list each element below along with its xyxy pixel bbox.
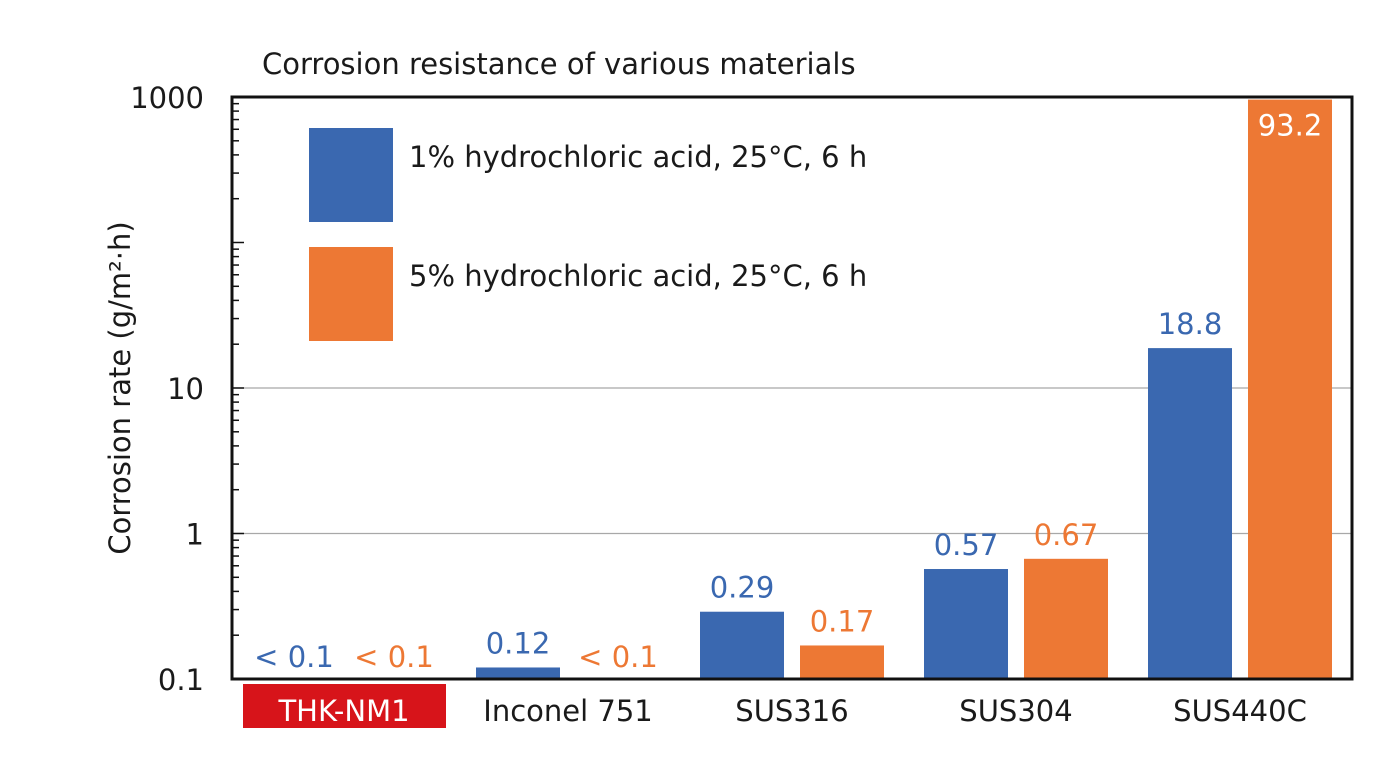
x-axis-tick-labels: THK-NM1 Inconel 751 SUS316 SUS304 SUS440C bbox=[277, 694, 1306, 728]
plot-frame bbox=[230, 95, 1354, 681]
thk-nm1-highlight-badge bbox=[243, 684, 446, 728]
bar-value-label: 0.57 bbox=[934, 528, 999, 562]
y-axis-label: Corrosion rate (g/m²·h) bbox=[103, 221, 137, 554]
legend-label: 5% hydrochloric acid, 25°C, 6 h bbox=[409, 259, 867, 293]
legend-swatch bbox=[309, 128, 393, 222]
bar bbox=[476, 667, 560, 679]
bar-value-label: < 0.1 bbox=[578, 640, 658, 674]
legend-label: 1% hydrochloric acid, 25°C, 6 h bbox=[409, 140, 867, 174]
bar-value-label: < 0.1 bbox=[354, 640, 434, 674]
x-tick-label: Inconel 751 bbox=[483, 694, 652, 728]
y-tick-label: 1 bbox=[186, 518, 204, 552]
y-axis-ticks bbox=[232, 96, 244, 680]
bar-value-label: 0.17 bbox=[810, 604, 875, 638]
y-tick-label: 0.1 bbox=[158, 663, 204, 697]
y-tick-label: 10 bbox=[167, 372, 204, 406]
bar-value-label: 0.29 bbox=[710, 571, 775, 605]
legend: 1% hydrochloric acid, 25°C, 6 h 5% hydroc… bbox=[309, 128, 867, 341]
bar bbox=[924, 569, 1008, 679]
bar bbox=[800, 645, 884, 679]
x-tick-label: THK-NM1 bbox=[277, 694, 409, 728]
y-axis-tick-labels: 1000 10 1 0.1 bbox=[130, 81, 204, 697]
bar bbox=[700, 611, 784, 679]
x-tick-label: SUS304 bbox=[959, 694, 1072, 728]
x-tick-label: SUS440C bbox=[1173, 694, 1307, 728]
bar-value-label: 93.2 bbox=[1258, 109, 1323, 143]
bar bbox=[1148, 348, 1232, 679]
bar bbox=[1248, 99, 1332, 680]
legend-swatch bbox=[309, 247, 393, 341]
bar-value-label: < 0.1 bbox=[254, 640, 334, 674]
bar-value-label: 18.8 bbox=[1158, 307, 1223, 341]
x-tick-label: SUS316 bbox=[735, 694, 848, 728]
bar bbox=[1024, 558, 1108, 679]
bar-value-labels: < 0.1 < 0.1 0.12 < 0.1 0.29 0.17 0.57 0.67 18.8 9… bbox=[254, 109, 1322, 674]
bar-value-label: 0.12 bbox=[486, 626, 551, 660]
bars bbox=[476, 99, 1332, 680]
bar-value-label: 0.67 bbox=[1034, 518, 1099, 552]
chart-title: Corrosion resistance of various material… bbox=[262, 47, 856, 81]
y-tick-label: 1000 bbox=[130, 81, 204, 115]
